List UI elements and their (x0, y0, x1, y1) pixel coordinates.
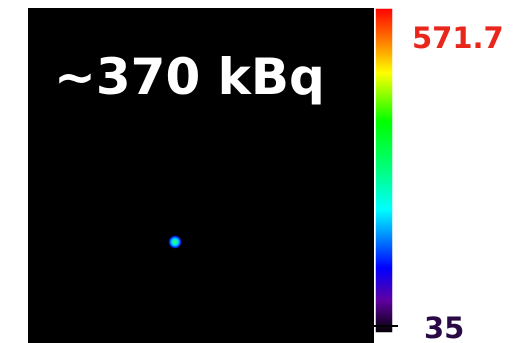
hot-spot (168, 235, 182, 249)
colorbar (375, 8, 393, 333)
scan-view: ~370 kBq 571.7 35 (0, 0, 526, 343)
page: ~370 kBq 571.7 35 (() => { const data = … (0, 0, 526, 343)
activity-label: ~370 kBq (54, 48, 325, 106)
colorbar-min: 35 (424, 311, 464, 343)
colorbar-max: 571.7 (412, 21, 504, 55)
